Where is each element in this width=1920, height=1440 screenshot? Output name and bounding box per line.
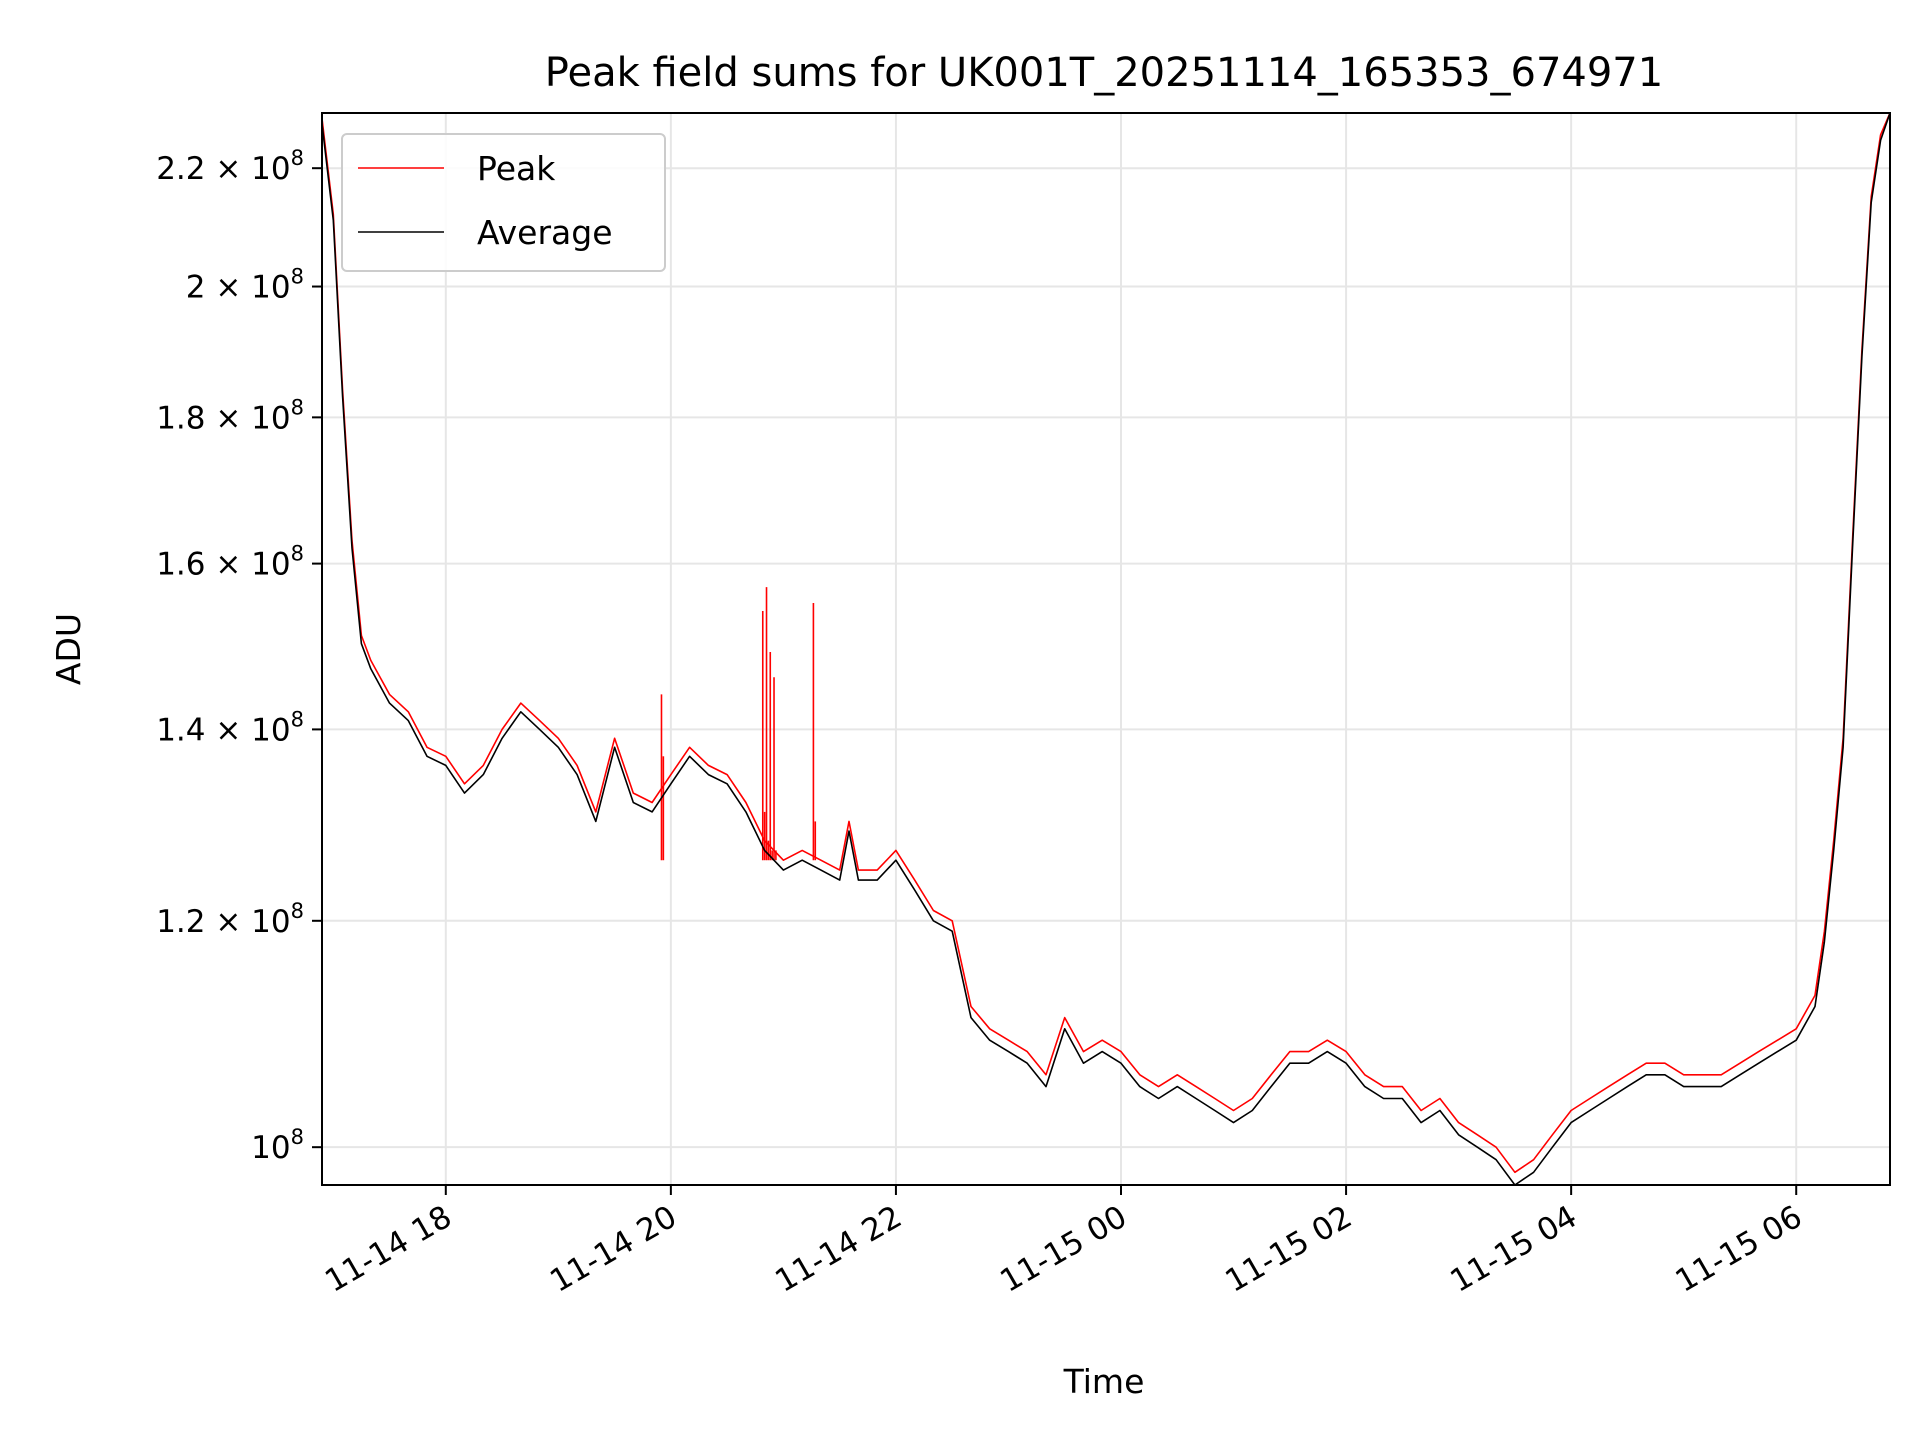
- y-axis-label: ADU: [49, 613, 88, 685]
- series-line-peak: [321, 112, 1891, 1174]
- y-tick-label: 1.8 × 108: [156, 395, 304, 436]
- y-tick-label: 2 × 108: [186, 265, 304, 306]
- legend-label-average: Average: [477, 213, 613, 252]
- legend-label-peak: Peak: [477, 149, 556, 188]
- y-tick-label: 1.6 × 108: [156, 542, 304, 583]
- x-tick-label: 11-15 06: [1670, 1199, 1809, 1300]
- series-line-average: [321, 112, 1891, 1186]
- y-tick-label: 2.2 × 108: [156, 146, 304, 187]
- x-tick-label: 11-14 20: [544, 1199, 683, 1300]
- chart-title: Peak field sums for UK001T_20251114_1653…: [545, 50, 1663, 96]
- y-tick-label: 1.4 × 108: [156, 707, 304, 748]
- x-tick-label: 11-15 02: [1219, 1199, 1358, 1300]
- y-axis: 108 1.2 × 108 1.4 × 108 1.6 × 108 1.8 × 108 2…: [156, 146, 322, 1166]
- grid: [322, 113, 1890, 1185]
- x-axis-label: Time: [1063, 1362, 1145, 1401]
- x-tick-label: 11-14 22: [769, 1199, 908, 1300]
- plot-frame: [321, 112, 1891, 1186]
- x-axis: 11-14 18 11-14 20 11-14 22 11-15 00 11-15 02…: [319, 1185, 1808, 1300]
- x-tick-label: 11-15 04: [1444, 1199, 1583, 1300]
- legend: Peak Average: [341, 133, 666, 272]
- x-tick-label: 11-15 00: [994, 1199, 1133, 1300]
- series-lines: [321, 112, 1891, 1186]
- x-tick-label: 11-14 18: [319, 1199, 458, 1300]
- y-tick-label: 1.2 × 108: [156, 899, 304, 940]
- y-tick-label: 108: [251, 1125, 304, 1166]
